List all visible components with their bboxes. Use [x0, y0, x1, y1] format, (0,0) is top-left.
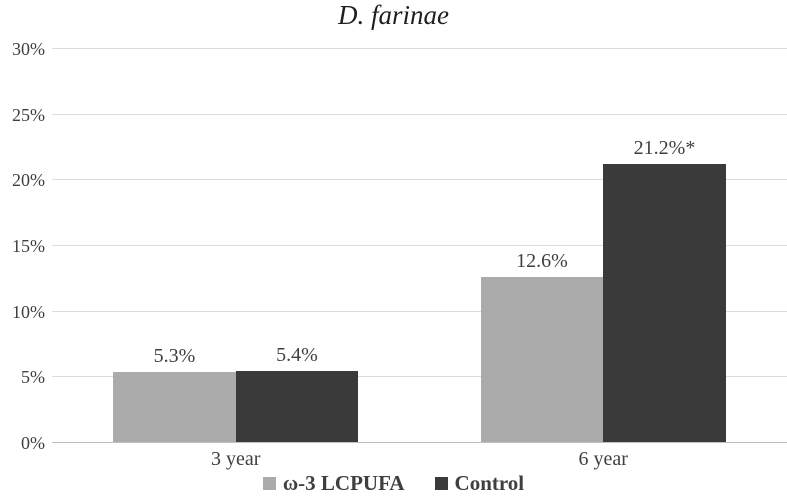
y-gridline — [52, 310, 787, 312]
bar-omega3-3-year — [113, 372, 236, 442]
y-tick-label: 0% — [21, 433, 45, 453]
x-category-label: 3 year — [211, 448, 261, 470]
bar-value-label: 5.4% — [276, 344, 318, 367]
y-gridline — [52, 179, 787, 181]
legend-label: Control — [454, 471, 525, 495]
x-axis-line — [52, 442, 787, 443]
legend-item-control: Control — [434, 471, 525, 496]
bar-omega3-6-year — [480, 276, 604, 442]
y-gridline — [52, 48, 787, 49]
bar-control-3-year — [235, 371, 359, 442]
bar-value-label: 5.3% — [153, 345, 196, 368]
legend-item-omega3: ω-3 LCPUFA — [262, 471, 405, 496]
y-tick-label: 20% — [12, 170, 45, 191]
y-gridline — [52, 113, 787, 115]
y-gridline — [52, 245, 787, 246]
y-tick-label: 10% — [12, 301, 45, 322]
legend: ω-3 LCPUFA Control — [0, 471, 787, 496]
bar-value-label: 21.2%* — [633, 136, 696, 159]
chart-title: D. farinae — [338, 0, 449, 30]
bar-value-label: 12.6% — [516, 249, 568, 272]
legend-marker-icon — [434, 477, 448, 490]
y-tick-label: 5% — [21, 367, 45, 388]
y-tick-label: 30% — [12, 39, 45, 59]
y-tick-label: 25% — [12, 104, 45, 125]
legend-label: ω-3 LCPUFA — [282, 471, 405, 495]
x-category-label: 6 year — [578, 448, 628, 470]
bar-control-6-year — [603, 163, 726, 442]
legend-marker-icon — [262, 477, 276, 490]
y-tick-label: 15% — [12, 236, 45, 256]
y-gridline — [52, 376, 787, 378]
plot-area: 5.3% 5.4% 12.6% 21.2%* — [52, 48, 787, 443]
